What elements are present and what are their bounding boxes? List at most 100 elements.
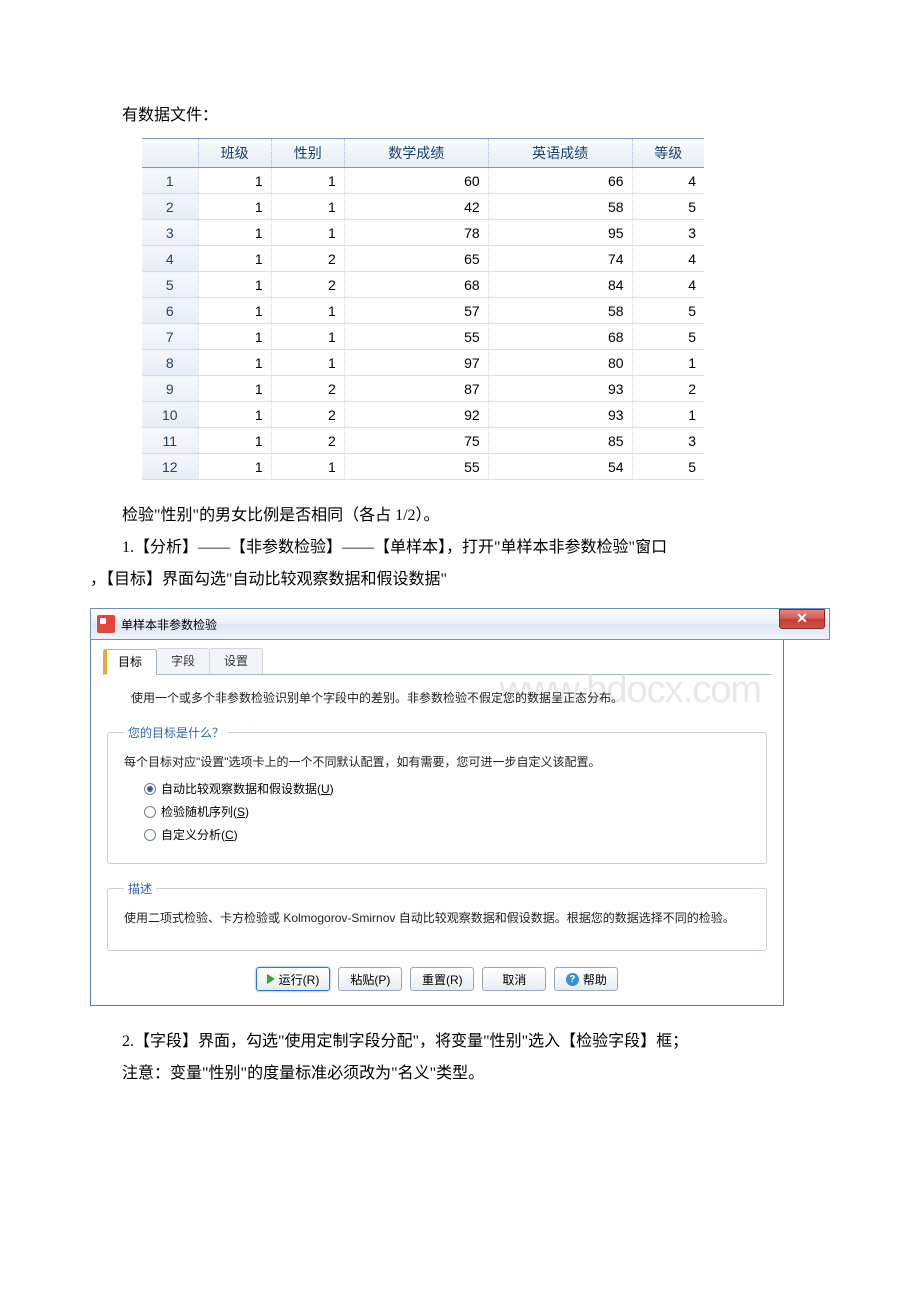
check-line: 检验"性别"的男女比例是否相同（各占 1/2）。 (90, 500, 830, 532)
table-row: 121155545 (142, 454, 704, 480)
radio-option[interactable]: 自定义分析(C) (144, 826, 750, 843)
radio-option[interactable]: 自动比较观察数据和假设数据(U) (144, 780, 750, 797)
row-number: 6 (142, 298, 198, 324)
table-cell: 60 (344, 168, 488, 194)
column-header: 性别 (271, 139, 344, 168)
table-cell: 2 (271, 428, 344, 454)
table-cell: 1 (198, 350, 271, 376)
dialog-wrap: 单样本非参数检验 ✕ 目标字段设置 www.bdocx.com 使用一个或多个非… (90, 608, 830, 1006)
table-row: 51268844 (142, 272, 704, 298)
radio-icon (144, 806, 156, 818)
table-row: 91287932 (142, 376, 704, 402)
table-cell: 54 (488, 454, 632, 480)
table-cell: 92 (344, 402, 488, 428)
table-cell: 2 (271, 402, 344, 428)
help-icon: ? (566, 973, 579, 986)
note-line: 注意：变量"性别"的度量标准必须改为"名义"类型。 (90, 1058, 830, 1090)
table-cell: 5 (632, 454, 704, 480)
table-cell: 58 (488, 298, 632, 324)
tab-row: 目标字段设置 (103, 648, 771, 675)
description-group: 描述 使用二项式检验、卡方检验或 Kolmogorov-Smirnov 自动比较… (107, 880, 767, 951)
radio-label: 检验随机序列(S) (161, 803, 249, 820)
table-cell: 3 (632, 220, 704, 246)
help-button[interactable]: ? 帮助 (554, 967, 618, 991)
table-cell: 97 (344, 350, 488, 376)
table-cell: 42 (344, 194, 488, 220)
tab-1[interactable]: 字段 (156, 648, 210, 674)
table-cell: 87 (344, 376, 488, 402)
table-cell: 80 (488, 350, 632, 376)
table-cell: 65 (344, 246, 488, 272)
table-row: 61157585 (142, 298, 704, 324)
table-row: 41265744 (142, 246, 704, 272)
dialog-intro: 使用一个或多个非参数检验识别单个字段中的差别。非参数检验不假定您的数据呈正态分布… (131, 689, 771, 706)
table-cell: 2 (271, 246, 344, 272)
row-number: 9 (142, 376, 198, 402)
table-cell: 95 (488, 220, 632, 246)
cancel-label: 取消 (502, 971, 526, 988)
table-cell: 2 (632, 376, 704, 402)
step1-a: 1.【分析】——【非参数检验】——【单样本】，打开"单样本非参数检验"窗口 (90, 532, 830, 564)
close-icon: ✕ (796, 611, 808, 628)
column-header: 数学成绩 (344, 139, 488, 168)
table-cell: 2 (271, 376, 344, 402)
reset-label: 重置(R) (422, 971, 463, 988)
table-row: 81197801 (142, 350, 704, 376)
tab-0[interactable]: 目标 (103, 649, 157, 675)
table-cell: 75 (344, 428, 488, 454)
table-cell: 5 (632, 194, 704, 220)
row-number: 3 (142, 220, 198, 246)
paste-button[interactable]: 粘贴(P) (338, 967, 402, 991)
close-button[interactable]: ✕ (779, 609, 825, 629)
radio-label: 自动比较观察数据和假设数据(U) (161, 780, 334, 797)
table-row: 11160664 (142, 168, 704, 194)
table-cell: 1 (198, 324, 271, 350)
reset-button[interactable]: 重置(R) (410, 967, 474, 991)
objective-group: 您的目标是什么？ 每个目标对应"设置"选项卡上的一个不同默认配置，如有需要，您可… (107, 724, 767, 864)
intro-line: 有数据文件： (90, 100, 830, 132)
description-text: 使用二项式检验、卡方检验或 Kolmogorov-Smirnov 自动比较观察数… (124, 909, 750, 926)
table-cell: 1 (632, 350, 704, 376)
row-number: 5 (142, 272, 198, 298)
table-cell: 78 (344, 220, 488, 246)
column-header: 等级 (632, 139, 704, 168)
table-cell: 2 (271, 272, 344, 298)
cancel-button[interactable]: 取消 (482, 967, 546, 991)
step1-b: ，【目标】界面勾选"自动比较观察数据和假设数据" (90, 564, 830, 596)
row-number: 11 (142, 428, 198, 454)
table-cell: 74 (488, 246, 632, 272)
step2-line: 2.【字段】界面，勾选"使用定制字段分配"，将变量"性别"选入【检验字段】框； (90, 1026, 830, 1058)
table-cell: 1 (198, 194, 271, 220)
table-cell: 1 (198, 402, 271, 428)
row-number: 4 (142, 246, 198, 272)
table-cell: 93 (488, 376, 632, 402)
table-cell: 4 (632, 246, 704, 272)
table-row: 111275853 (142, 428, 704, 454)
run-label: 运行(R) (279, 971, 320, 988)
paste-label: 粘贴(P) (350, 971, 390, 988)
tab-2[interactable]: 设置 (209, 648, 263, 674)
table-cell: 68 (488, 324, 632, 350)
radio-option[interactable]: 检验随机序列(S) (144, 803, 750, 820)
table-cell: 1 (198, 168, 271, 194)
table-cell: 1 (198, 246, 271, 272)
table-cell: 1 (198, 428, 271, 454)
table-cell: 5 (632, 298, 704, 324)
table-row: 101292931 (142, 402, 704, 428)
table-cell: 1 (198, 454, 271, 480)
radio-label: 自定义分析(C) (161, 826, 238, 843)
table-cell: 5 (632, 324, 704, 350)
table-cell: 3 (632, 428, 704, 454)
row-number: 12 (142, 454, 198, 480)
column-header: 英语成绩 (488, 139, 632, 168)
table-row: 21142585 (142, 194, 704, 220)
column-header: 班级 (198, 139, 271, 168)
radio-icon (144, 829, 156, 841)
table-cell: 1 (271, 454, 344, 480)
table-cell: 1 (271, 350, 344, 376)
play-icon (267, 974, 275, 984)
run-button[interactable]: 运行(R) (256, 967, 331, 991)
table-cell: 1 (632, 402, 704, 428)
table-cell: 1 (271, 298, 344, 324)
row-number: 2 (142, 194, 198, 220)
